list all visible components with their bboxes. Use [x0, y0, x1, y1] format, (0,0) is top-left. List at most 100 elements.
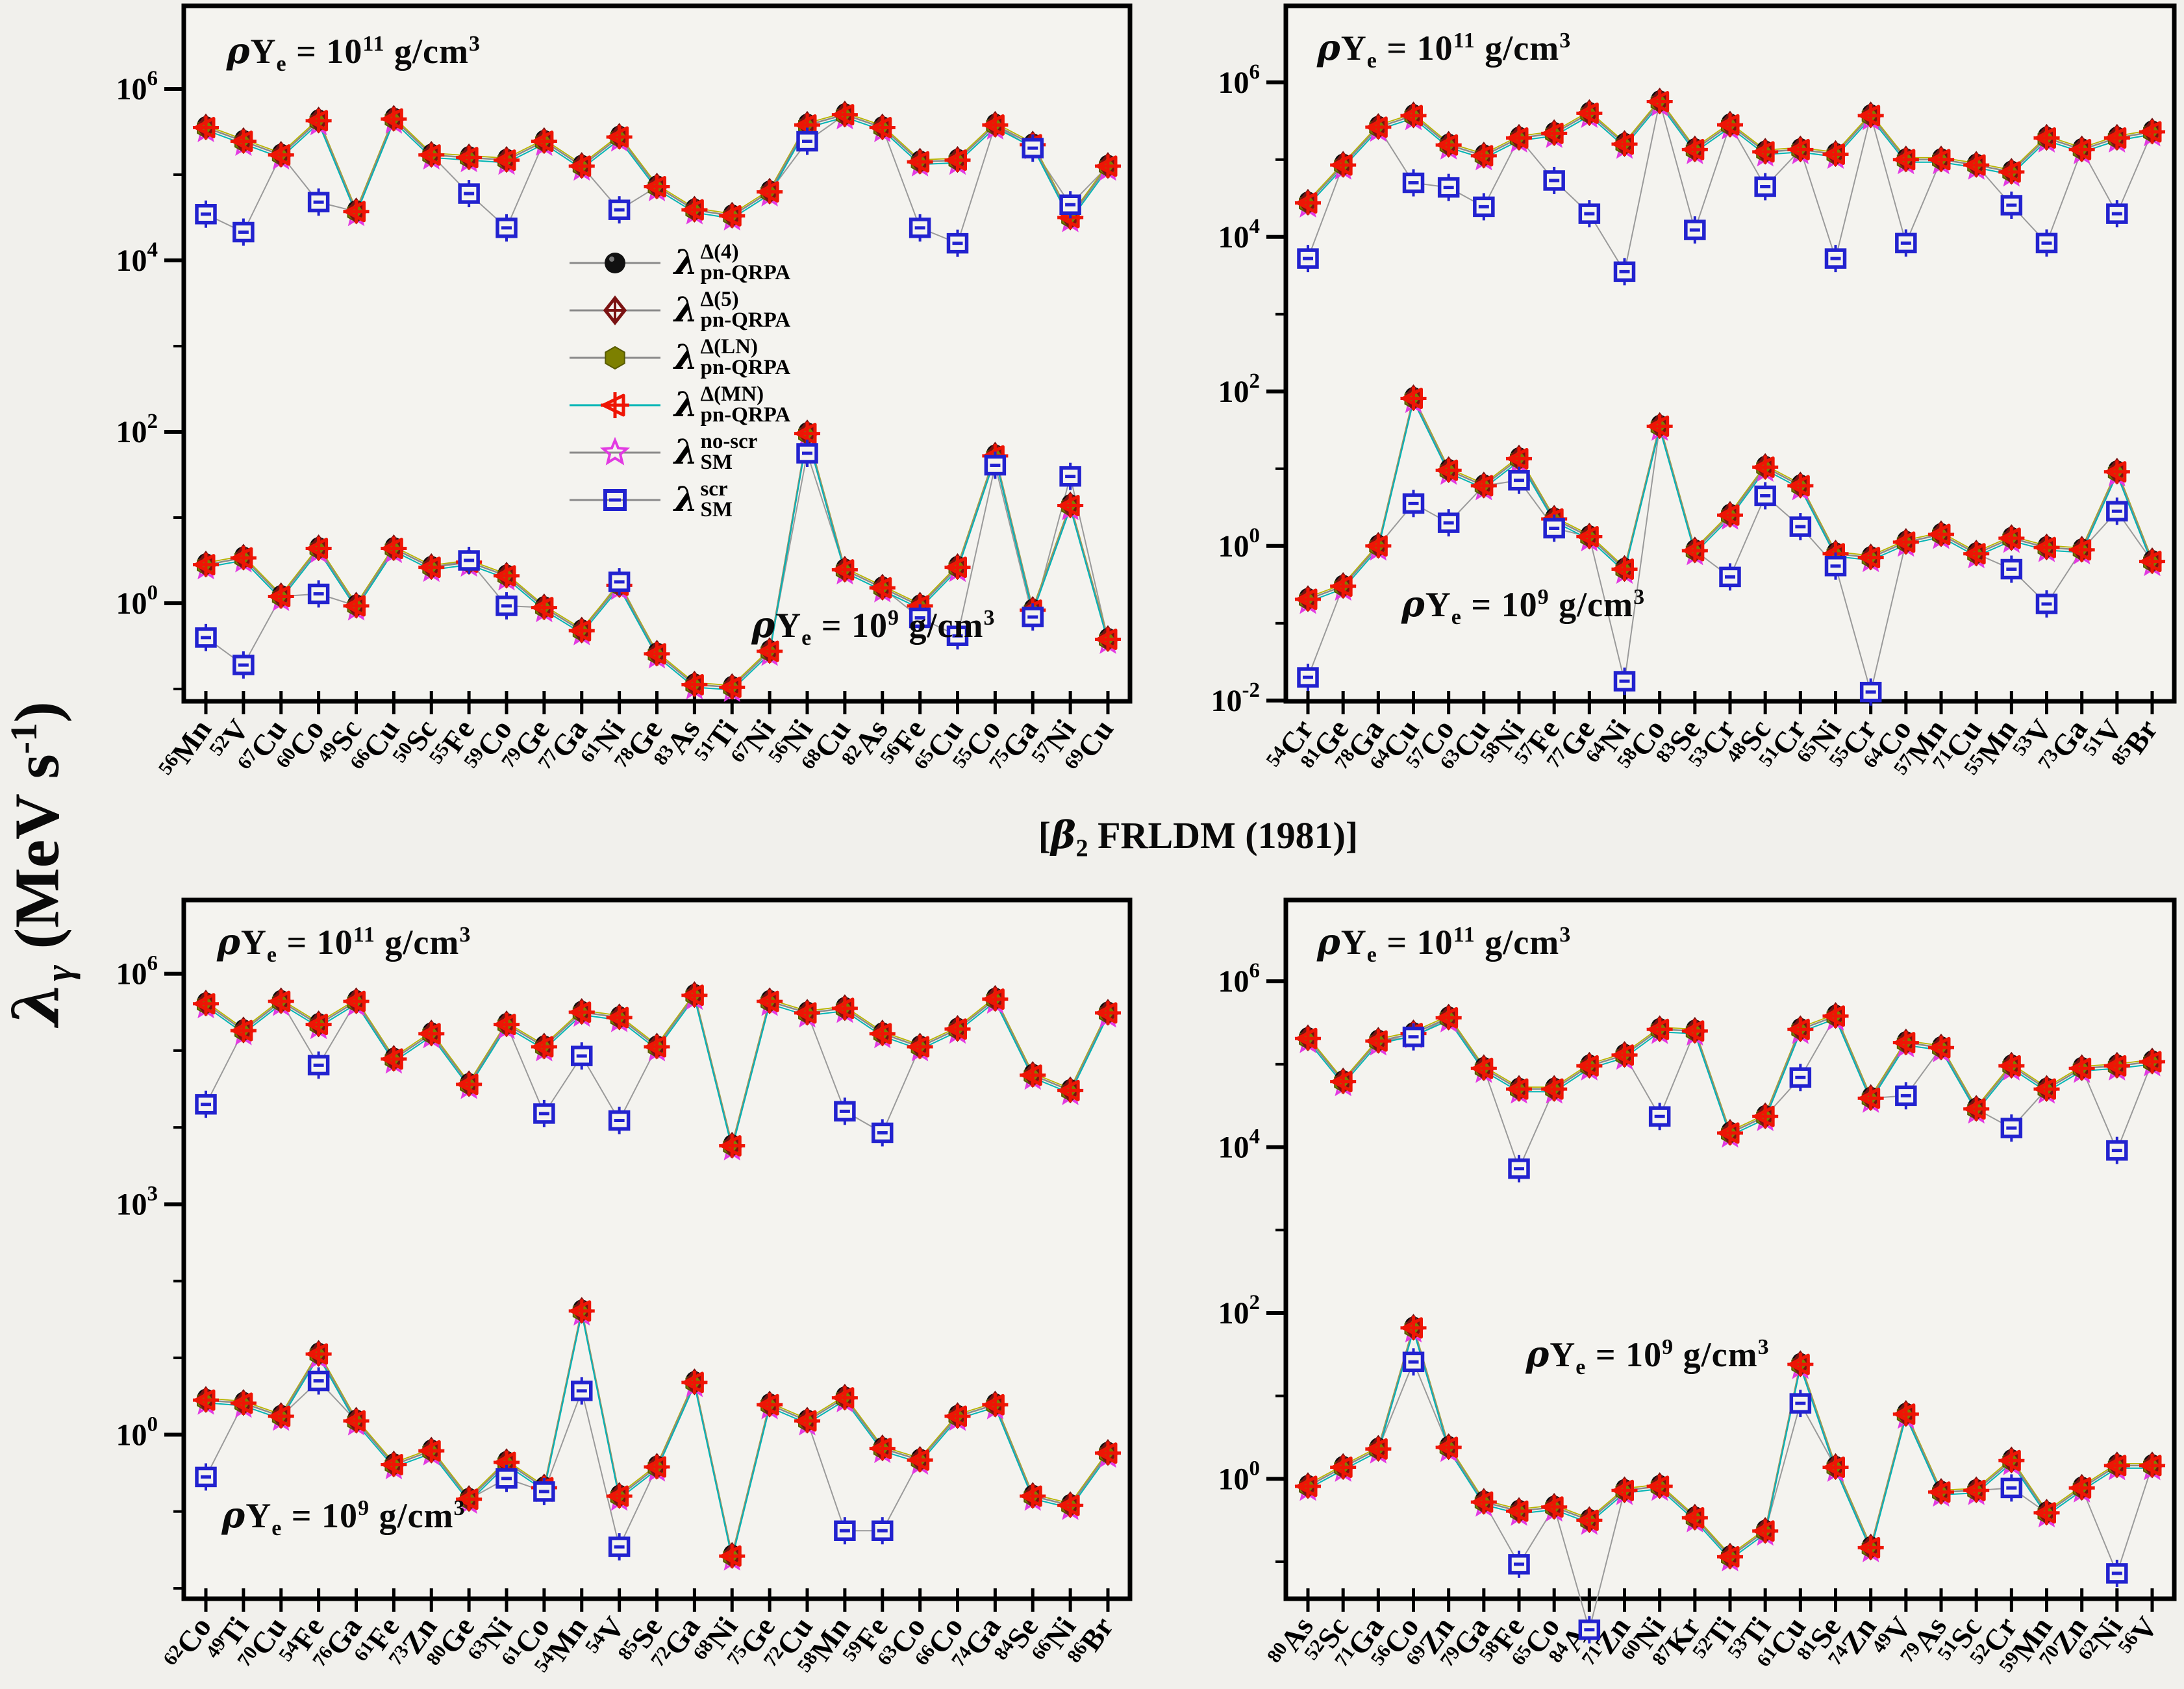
point-sm-scr-56Fe-high	[909, 214, 931, 242]
point-61Cu-low	[1787, 1350, 1814, 1379]
point-53V-low	[2033, 533, 2061, 562]
point-67Ni-high	[756, 177, 783, 207]
point-sm-scr-57Co-low	[1437, 509, 1460, 537]
point-sm-scr-54Mn-low	[571, 1377, 593, 1405]
square-scr-icon	[1508, 1554, 1530, 1575]
point-sm-scr-55Cr-low	[1859, 678, 1882, 706]
point-65Cu-high	[944, 145, 972, 175]
point-sm-scr-59Co-high	[496, 214, 518, 242]
point-55Mn-low	[1998, 524, 2025, 553]
point-57Fe-high	[1540, 119, 1568, 148]
point-sm-scr-56Ni-high	[796, 127, 818, 155]
point-80Ge-high	[455, 1070, 483, 1099]
point-58Fe-low	[1505, 1497, 1533, 1526]
point-61Fe-low	[380, 1450, 407, 1480]
point-sm-scr-53V-high	[2035, 229, 2058, 257]
y-tick-label: 106	[1218, 60, 1261, 100]
point-69Zn-low	[1435, 1433, 1462, 1462]
point-52V-high	[230, 127, 257, 156]
point-71Ga-high	[1364, 1027, 1392, 1056]
point-56Mn-low	[192, 550, 220, 580]
point-53Cr-high	[1716, 110, 1744, 140]
annotation-rho-1e9-bottom-right: ρYe = 109 g/cm3	[1525, 1333, 1770, 1379]
point-52Ti-high	[1716, 1119, 1744, 1148]
square-scr-icon	[1684, 219, 1706, 240]
point-61Cu-high	[1787, 1015, 1814, 1044]
square-scr-icon	[2106, 203, 2128, 224]
point-85Se-low	[643, 1453, 671, 1482]
point-sm-scr-61Ni-low	[608, 568, 631, 596]
point-sm-scr-59Fe-low	[872, 1517, 894, 1545]
title-rest: FRLDM (1981)]	[1088, 814, 1359, 857]
point-sm-scr-51V-high	[2106, 200, 2128, 228]
point-78Ga-high	[1364, 113, 1392, 142]
title-beta: β	[1051, 813, 1076, 857]
point-62Ni-high	[2103, 1051, 2131, 1081]
point-61Ni-high	[606, 123, 633, 152]
square-scr-icon	[571, 1381, 593, 1401]
square-scr-icon	[796, 131, 818, 152]
point-60Ni-high	[1646, 1015, 1674, 1044]
point-49V-low	[1892, 1400, 1920, 1429]
point-56Mn-high	[192, 113, 220, 143]
point-53Ti-low	[1751, 1517, 1779, 1546]
point-59Fe-low	[869, 1434, 896, 1464]
point-sm-scr-62Co-high	[195, 1090, 217, 1118]
point-71Cu-low	[1963, 540, 1990, 569]
point-49Ti-low	[230, 1389, 257, 1418]
point-68Ni-high	[718, 1131, 746, 1161]
point-54Fe-high	[305, 1010, 333, 1040]
legend-item-triangle-cross-red: λ Δ(MN) pn-QRPA	[560, 381, 790, 429]
y-tick-label: 100	[1218, 1457, 1261, 1496]
point-60Co-low	[305, 534, 333, 564]
point-54V-low	[606, 1482, 633, 1511]
y-axis-exp: -1	[3, 722, 45, 755]
point-64Ni-high	[1611, 130, 1638, 159]
point-48Sc-low	[1751, 453, 1779, 482]
square-blue-icon	[570, 488, 660, 511]
point-51Cr-high	[1787, 135, 1814, 164]
point-79As-high	[1927, 1033, 1955, 1062]
point-82As-high	[869, 113, 896, 143]
point-54Cr-low	[1294, 585, 1322, 614]
annotation-rho-1e9-top-left: ρYe = 109 g/cm3	[751, 604, 996, 650]
point-68Cu-high	[831, 100, 859, 130]
point-59Co-high	[493, 145, 520, 175]
point-51Sc-high	[1963, 1095, 1990, 1124]
point-72Cu-high	[794, 999, 821, 1028]
point-83Se-low	[1681, 536, 1709, 566]
point-57Mn-low	[1927, 520, 1955, 549]
point-56Co-low	[1400, 1314, 1427, 1343]
y-tick-label: 106	[116, 67, 158, 106]
point-sm-scr-60Co-high	[307, 188, 330, 216]
x-axis-shared-title: [β2 FRLDM (1981)]	[1038, 813, 1358, 863]
point-69Cu-low	[1094, 625, 1122, 654]
point-sm-scr-54Cr-high	[1297, 245, 1319, 273]
point-sm-scr-75Ga-low	[1022, 603, 1044, 631]
point-sm-scr-56Mn-high	[195, 200, 217, 228]
point-sm-scr-57Fe-high	[1543, 166, 1565, 194]
y-tick-label: 100	[1218, 524, 1261, 564]
point-72Cu-low	[794, 1407, 821, 1436]
square-scr-icon	[1578, 203, 1601, 224]
point-78Ge-low	[643, 640, 671, 669]
legend-item-sphere-black: λ Δ(4) pn-QRPA	[560, 239, 790, 286]
point-sm-scr-61Ni-high	[608, 196, 631, 224]
point-87Kr-low	[1681, 1503, 1709, 1533]
point-76Ga-low	[342, 1407, 370, 1436]
square-scr-icon	[1859, 681, 1882, 703]
point-72Ga-low	[681, 1368, 708, 1397]
point-60Co-high	[305, 106, 333, 136]
annotation-rho-1e11-top-right: ρYe = 1011 g/cm3	[1316, 27, 1572, 73]
point-74Ga-high	[981, 984, 1009, 1014]
y-axis-close: )	[2, 701, 73, 723]
point-54V-high	[606, 1003, 633, 1032]
point-sm-scr-64Cu-high	[1402, 169, 1425, 197]
point-sm-scr-65Cu-low	[946, 622, 969, 650]
annotation-rho-1e11-bottom-right: ρYe = 1011 g/cm3	[1316, 921, 1572, 968]
point-55Fe-high	[455, 143, 483, 173]
point-sm-scr-58Ni-low	[1508, 466, 1530, 494]
point-66Co-low	[944, 1402, 972, 1431]
point-sm-scr-64Cu-low	[1402, 490, 1425, 518]
